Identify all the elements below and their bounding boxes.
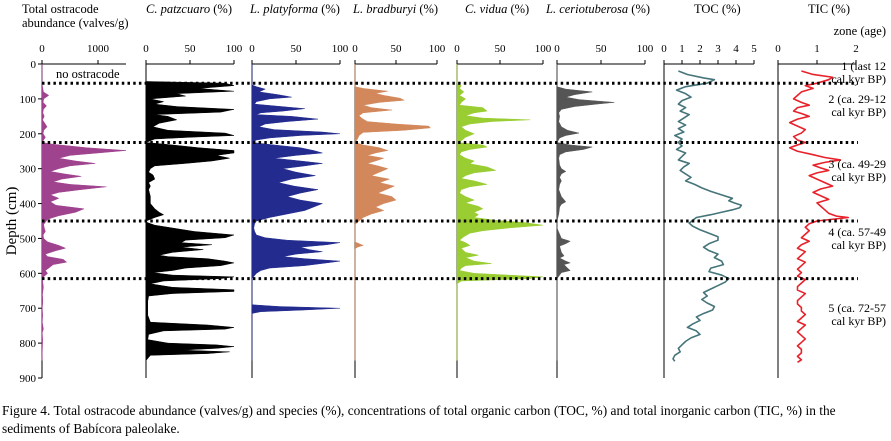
l-ceriotuberosa-series-area [556,64,615,361]
total-ostracode-abundance-title: abundance (valves/g) [22,16,129,30]
l-platyforma-tick-label: 100 [332,43,349,55]
total-ostracode-abundance-series-area [41,64,127,361]
toc-tick-label: 3 [715,43,721,55]
total-ostracode-abundance-tick-label: 1000 [87,43,110,55]
depth-tick-label: 400 [20,199,37,211]
tic-title: TIC (%) [808,2,850,16]
figure-caption: Figure 4. Total ostracode abundance (val… [2,403,836,436]
depth-tick-label: 300 [20,164,37,176]
zone-header: zone (age) [834,24,886,38]
tic-series-line [788,70,849,363]
zone-label: 5 (ca. 72-57 [828,301,886,315]
c-vidua-title: C. vidua (%) [465,2,529,16]
c-patzcuaro-tick-label: 50 [185,43,197,55]
toc-title: TOC (%) [694,2,741,16]
depth-tick-label: 500 [20,233,37,245]
c-vidua-tick-label: 50 [495,43,507,55]
c-patzcuaro-series-area [145,64,235,362]
c-patzcuaro-tick-label: 0 [143,43,149,55]
l-bradburyi-tick-label: 0 [352,43,358,55]
zone-label: 1 (last 12 [841,59,886,73]
depth-tick-label: 0 [31,59,37,71]
c-vidua-tick-label: 100 [535,43,552,55]
l-platyforma-tick-label: 50 [291,43,303,55]
total-ostracode-abundance-tick-label: 0 [39,43,45,55]
toc-tick-label: 2 [697,43,703,55]
l-bradburyi-tick-label: 50 [391,43,403,55]
c-vidua-series-area [456,64,544,361]
total-ostracode-abundance-title: Total ostracode [22,2,99,16]
c-patzcuaro-tick-label: 100 [226,43,243,55]
no-ostracode-label: no ostracode [56,67,120,81]
zone-label: cal kyr BP) [831,72,886,86]
l-ceriotuberosa-tick-label: 100 [637,43,654,55]
depth-tick-label: 200 [20,129,37,141]
zone-label: cal kyr BP) [831,170,886,184]
l-ceriotuberosa-tick-label: 50 [596,43,608,55]
tic-tick-label: 2 [853,43,859,55]
zone-label: cal kyr BP) [831,314,886,328]
toc-tick-label: 1 [679,43,685,55]
tic-tick-label: 1 [814,43,820,55]
depth-tick-label: 100 [20,94,37,106]
l-bradburyi-tick-label: 100 [429,43,446,55]
depth-axis-label: Depth (cm) [4,187,20,256]
l-platyforma-title: L. platyforma (%) [249,2,340,16]
depth-tick-label: 700 [20,303,37,315]
depth-tick-label: 800 [20,338,37,350]
c-patzcuaro-title: C. patzcuaro (%) [146,2,232,16]
toc-tick-label: 0 [661,43,667,55]
zone-label: 4 (ca. 57-49 [828,225,886,239]
l-bradburyi-series-area [354,64,431,361]
depth-tick-label: 900 [20,373,37,385]
zone-label: 3 (ca. 49-29 [828,157,886,171]
l-platyforma-tick-label: 0 [249,43,255,55]
c-vidua-tick-label: 0 [454,43,460,55]
toc-series-line [672,70,743,362]
toc-tick-label: 4 [733,43,739,55]
depth-tick-label: 600 [20,268,37,280]
zone-label: cal kyr BP) [831,105,886,119]
zone-label: cal kyr BP) [831,238,886,252]
tic-tick-label: 0 [775,43,781,55]
zone-label: 2 (ca. 29-12 [828,92,886,106]
l-ceriotuberosa-tick-label: 0 [554,43,560,55]
l-ceriotuberosa-title: L. ceriotuberosa (%) [545,2,650,16]
l-platyforma-series-area [251,64,341,361]
l-bradburyi-title: L. bradburyi (%) [352,2,438,16]
toc-tick-label: 5 [751,43,757,55]
